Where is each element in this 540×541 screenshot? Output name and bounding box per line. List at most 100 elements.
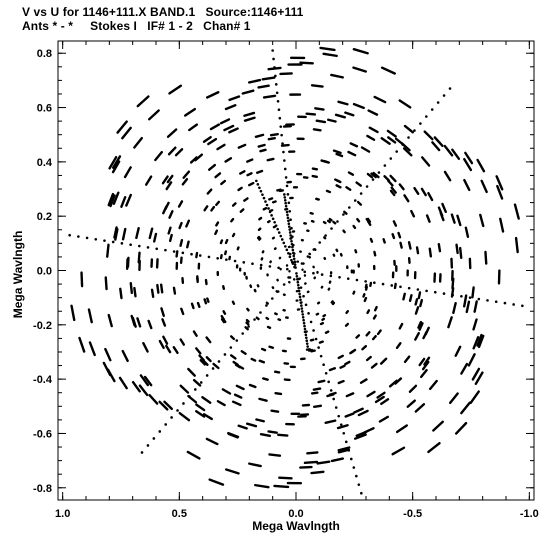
uv-point [172,286,177,295]
uv-point [190,302,195,310]
uv-point [223,124,235,132]
uv-point [388,379,398,388]
uv-point [322,220,327,225]
uv-point [248,181,255,187]
uv-point [220,179,227,186]
uv-point [279,234,283,238]
uv-point [184,107,197,117]
uv-point [401,143,404,146]
uv-point [283,167,287,171]
uv-point [413,129,416,132]
uv-point [259,263,263,267]
uv-point [304,330,307,334]
uv-point [208,478,225,486]
uv-point [284,201,287,205]
uv-point [199,381,203,384]
uv-point [425,289,428,293]
uv-point [231,202,237,207]
uv-point [106,243,110,258]
uv-point [222,285,226,290]
uv-points [68,46,524,495]
uv-point [212,362,220,370]
uv-point [284,176,288,179]
uv-point [257,227,262,232]
uv-point [159,283,164,294]
uv-point [280,238,284,241]
uv-point [398,322,404,330]
uv-point [276,99,280,103]
uv-point [156,283,160,294]
uv-point [463,294,468,308]
uv-point [182,402,185,405]
y-tick-label: -0.8 [33,483,52,495]
uv-point [245,318,250,323]
uv-point [373,305,378,312]
uv-point [467,353,476,367]
uv-point [189,156,198,164]
uv-point [155,247,159,251]
uv-point [174,148,184,157]
uv-point [344,440,348,444]
uv-point [310,349,316,353]
uv-point [108,155,118,170]
uv-point [165,181,173,191]
uv-point [279,72,293,76]
uv-point [88,341,96,357]
uv-point [315,197,320,201]
uv-point [202,136,212,143]
uv-point [186,450,201,460]
uv-point [248,78,262,84]
uv-point [185,219,191,228]
uv-point [166,128,178,138]
uv-point [402,147,413,157]
uv-point [246,172,253,177]
uv-point [288,255,292,259]
uv-point [258,359,266,364]
uv-point [291,262,295,265]
uv-point [256,183,260,186]
uv-point [214,229,219,236]
uv-point [393,282,397,290]
uv-point [290,258,293,262]
uv-point [251,262,254,266]
uv-point [427,191,434,202]
uv-point [164,248,167,252]
uv-point [399,285,402,289]
uv-point [337,100,349,106]
x-tick-label: 1.0 [55,508,70,520]
uv-point [164,423,167,426]
uv-point [194,153,204,162]
uv-point [273,247,277,251]
uv-point [177,200,184,208]
uv-point [372,171,380,179]
uv-point [121,126,132,140]
uv-point [233,393,243,399]
uv-point [148,227,154,240]
uv-point [327,118,337,123]
uv-point [417,320,423,329]
uv-point [406,399,416,408]
y-tick-label: 0.2 [37,211,52,223]
uv-point [289,218,292,222]
uv-point [181,177,189,186]
uv-point [111,160,121,174]
uv-point [266,157,275,162]
uv-point [315,312,320,316]
uv-point [207,255,211,259]
x-tick-label: -0.5 [403,508,422,520]
uv-point [258,216,263,221]
uv-point [201,396,212,404]
uv-point [352,47,369,55]
uv-point [121,349,129,363]
uv-point [77,235,80,238]
uv-point [248,462,262,468]
y-tick-label: -0.6 [33,428,52,440]
uv-point [433,290,437,294]
uv-point [391,233,396,240]
uv-point [324,371,328,375]
uv-point [364,285,368,291]
uv-point [287,222,291,226]
uv-point [352,224,357,230]
uv-point [284,204,288,208]
uv-point [392,220,398,227]
